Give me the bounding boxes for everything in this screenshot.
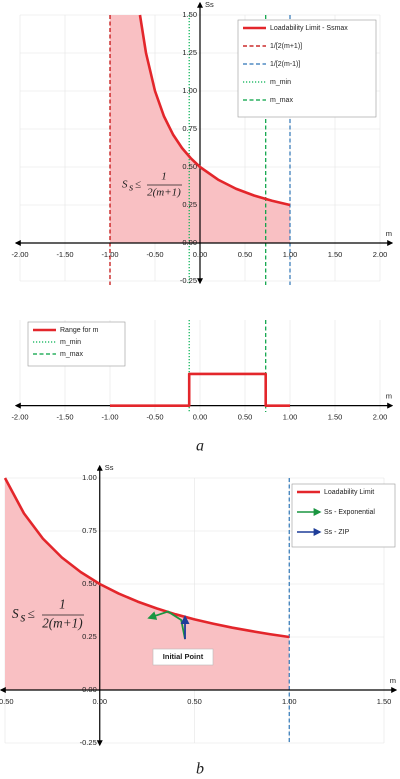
- x-axis-label: m: [386, 392, 392, 401]
- legend-label: m_max: [60, 351, 83, 358]
- x-tick-label: 2.00: [373, 250, 388, 259]
- x-tick-label: 1.50: [328, 413, 343, 422]
- legend-label: Range for m: [60, 327, 99, 334]
- x-tick-label: 1.00: [283, 413, 298, 422]
- legend-label: 1/[2(m-1)]: [270, 61, 300, 68]
- x-tick-label: 0.50: [238, 250, 253, 259]
- formula-sub: s: [129, 182, 133, 194]
- legend-label: m_min: [60, 339, 81, 346]
- x-tick-label: 0.50: [238, 413, 253, 422]
- x-tick-label: 0.00: [92, 697, 107, 706]
- series-line: [110, 372, 290, 407]
- y-tick-label: 1.25: [182, 48, 197, 57]
- x-axis-label: m: [390, 676, 396, 685]
- formula-lhs: S: [12, 606, 19, 621]
- x-tick-label: -0.50: [146, 413, 163, 422]
- x-tick-label: -0.50: [146, 250, 163, 259]
- legend-label: m_min: [270, 79, 291, 86]
- y-tick-label: 0.50: [182, 162, 197, 171]
- x-tick-label: 0.50: [187, 697, 202, 706]
- formula-num: 1: [161, 171, 167, 183]
- x-tick-label: 1.50: [377, 697, 392, 706]
- y-tick-label: 0.00: [182, 238, 197, 247]
- x-tick-label: -0.50: [0, 697, 14, 706]
- legend-label: Loadability Limit: [324, 489, 374, 496]
- x-tick-label: -2.00: [11, 413, 28, 422]
- legend-label: Ss - ZIP: [324, 529, 350, 536]
- y-tick-label: 1.50: [182, 10, 197, 19]
- y-tick-label: 1.00: [82, 473, 97, 482]
- legend-label: m_max: [270, 97, 293, 104]
- y-tick-label: 0.50: [82, 579, 97, 588]
- legend-label: Ss - Exponential: [324, 509, 375, 516]
- x-tick-label: -1.00: [101, 413, 118, 422]
- note: Initial Point: [163, 652, 204, 661]
- x-tick-label: 1.50: [328, 250, 343, 259]
- formula-sub: s: [20, 610, 25, 625]
- caption: b: [196, 761, 204, 778]
- x-tick-label: 0.00: [193, 413, 208, 422]
- y-tick-label: 0.25: [182, 200, 197, 209]
- y-tick-label: -0.25: [180, 276, 197, 285]
- x-tick-label: -1.00: [101, 250, 118, 259]
- y-tick-label: 0.25: [82, 632, 97, 641]
- arrow: [147, 610, 186, 640]
- x-tick-label: -2.00: [11, 250, 28, 259]
- y-tick-label: 1.00: [182, 86, 197, 95]
- formula-rel: ≤: [28, 606, 35, 621]
- x-tick-label: 0.00: [193, 250, 208, 259]
- series-line: [3, 477, 290, 639]
- formula-den: 2(m+1): [147, 187, 181, 199]
- shaded-area: [110, 15, 290, 243]
- formula-den: 2(m+1): [42, 616, 82, 631]
- y-tick-label: 0.00: [82, 685, 97, 694]
- x-tick-label: -1.50: [56, 250, 73, 259]
- caption: a: [196, 438, 204, 455]
- note-box: [152, 648, 214, 666]
- x-tick-label: 1.00: [282, 697, 297, 706]
- formula-lhs: S: [122, 179, 128, 191]
- legend-label: 1/[2(m+1)]: [270, 43, 302, 50]
- y-axis-label: Ss: [205, 0, 214, 9]
- shaded-area: [5, 478, 290, 690]
- legend-box: [237, 19, 377, 118]
- series-line: [138, 14, 291, 207]
- x-tick-label: 1.00: [283, 250, 298, 259]
- x-axis-label: m: [386, 229, 392, 238]
- x-tick-label: 2.00: [373, 413, 388, 422]
- legend-box: [291, 483, 396, 548]
- y-tick-label: 0.75: [82, 526, 97, 535]
- x-tick-label: -1.50: [56, 413, 73, 422]
- y-tick-label: 0.75: [182, 124, 197, 133]
- formula-rel: ≤: [135, 179, 141, 191]
- y-axis-label: Ss: [105, 463, 114, 472]
- y-tick-label: -0.25: [80, 738, 97, 747]
- formula-num: 1: [59, 596, 66, 611]
- legend-label: Loadability Limit - Ssmax: [270, 25, 348, 32]
